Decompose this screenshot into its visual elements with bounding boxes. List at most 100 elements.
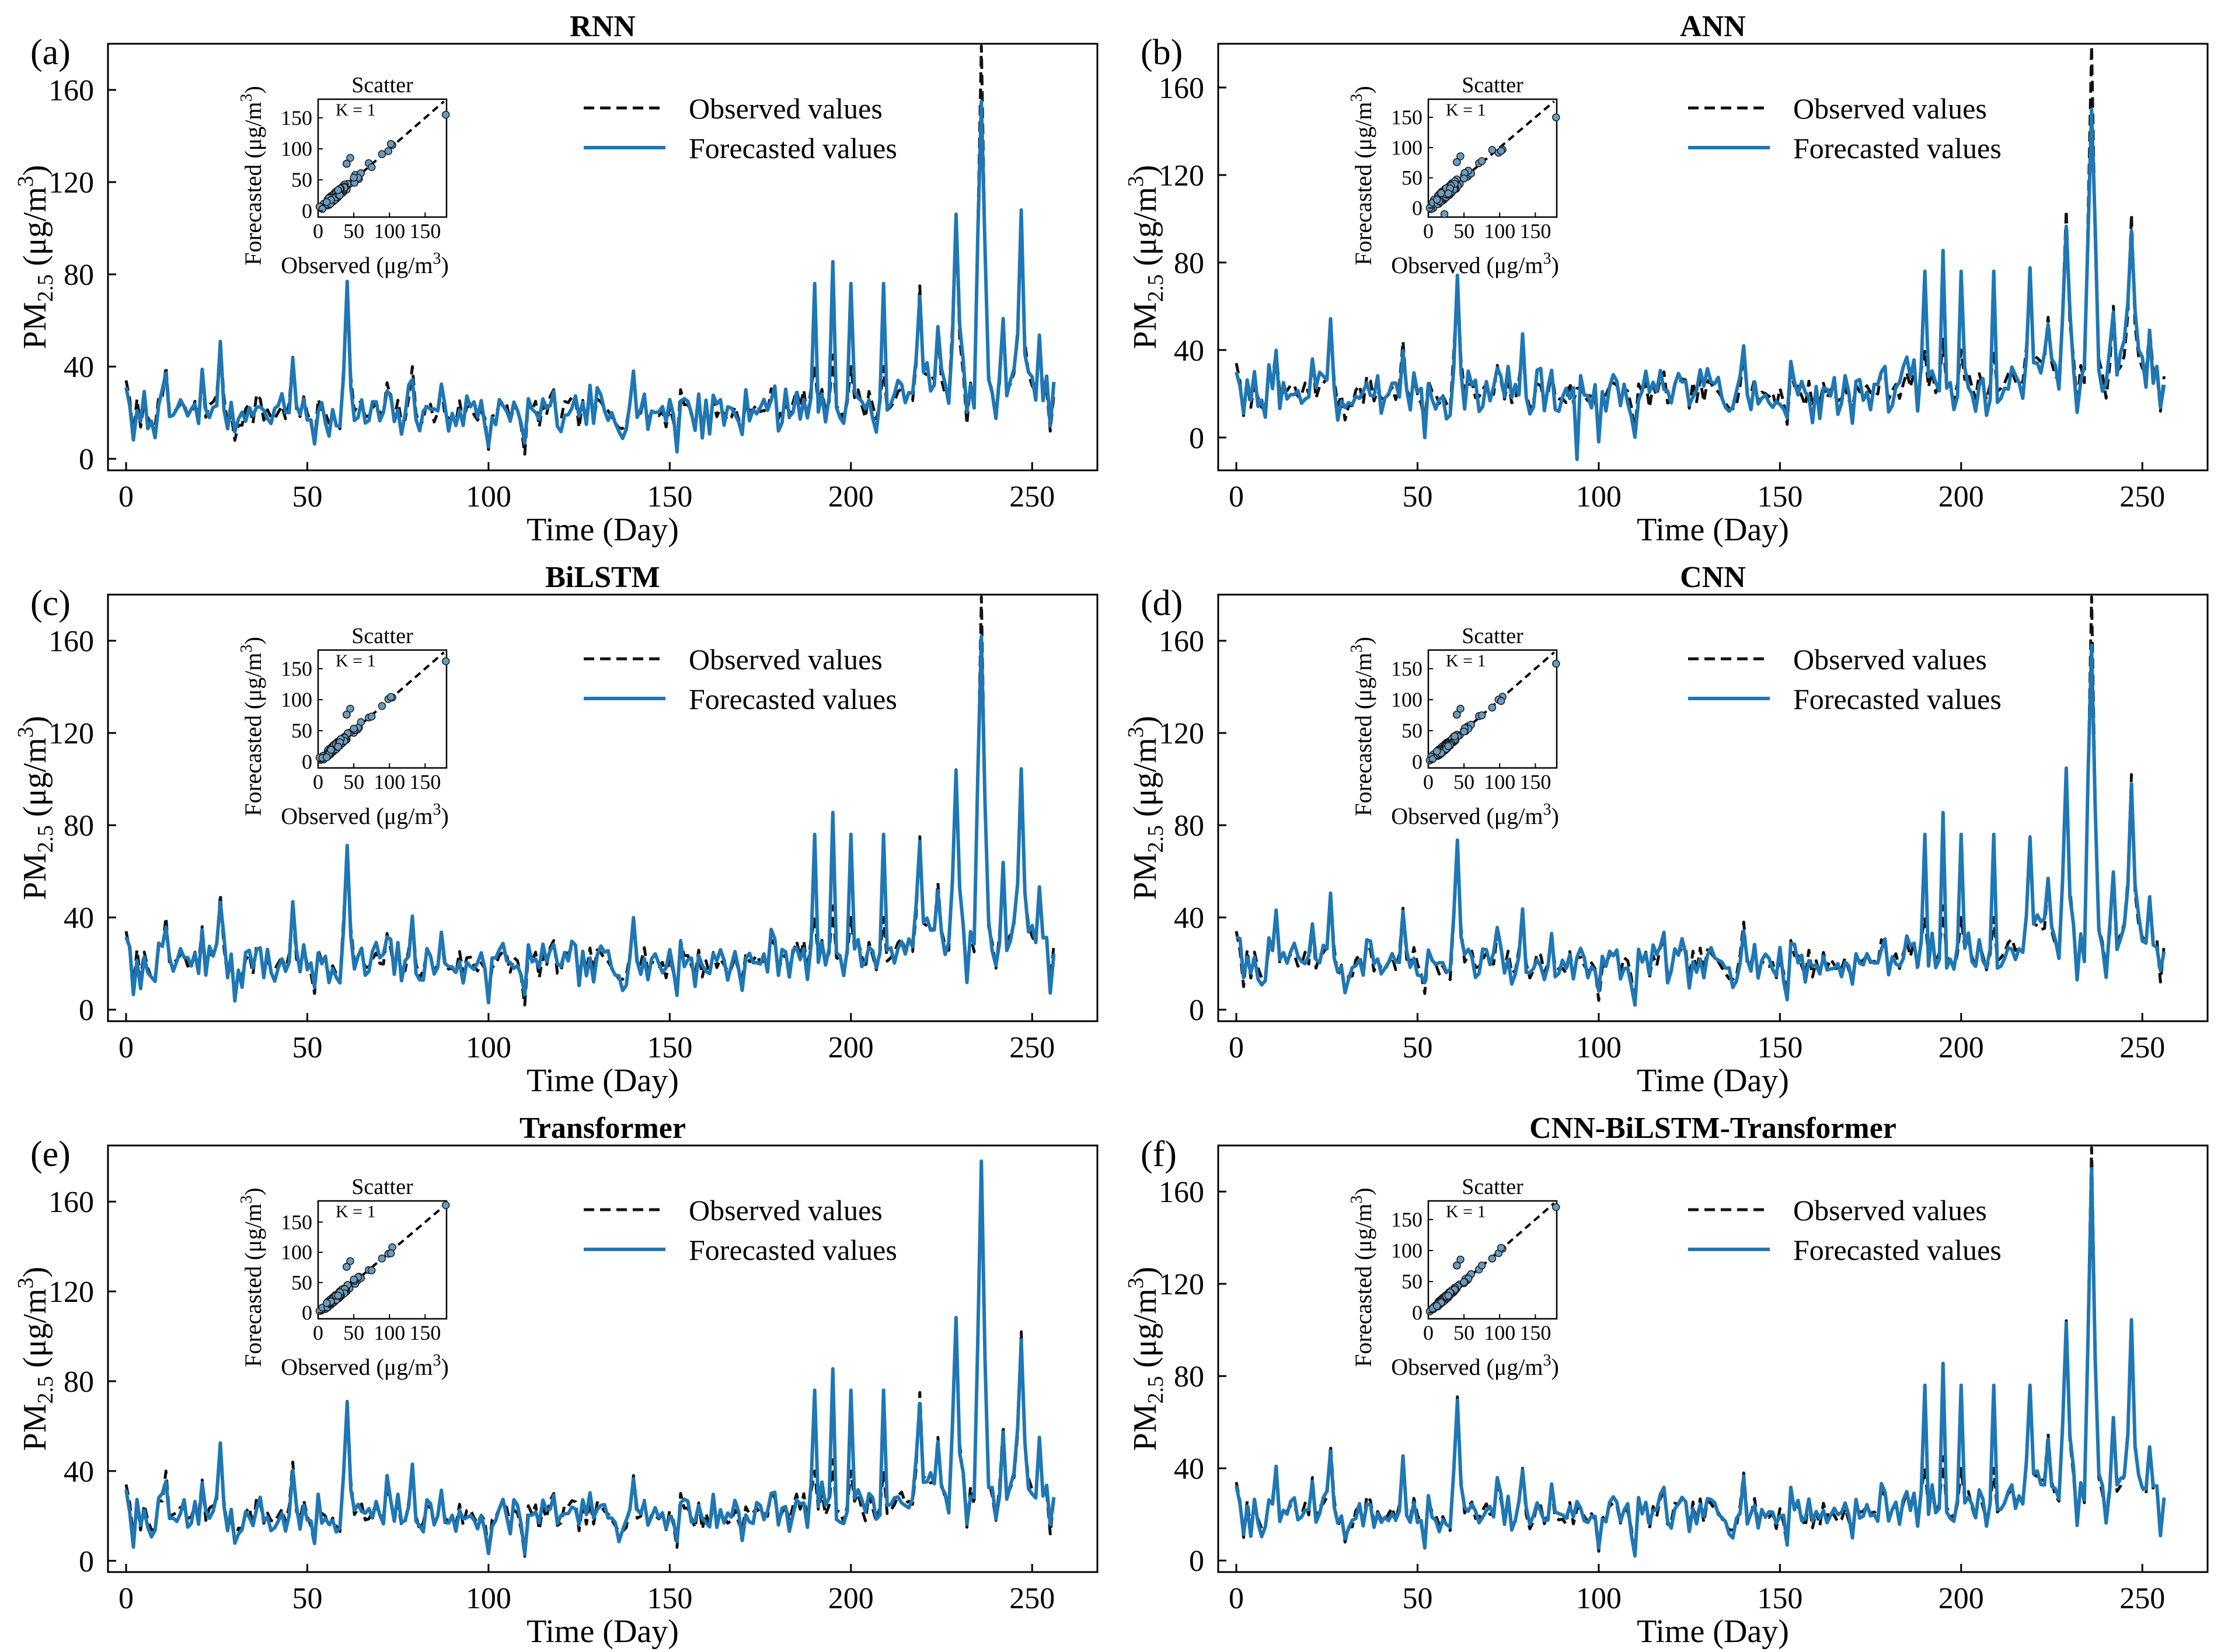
legend-observed-label: Observed values <box>1793 92 1987 125</box>
y-tick-label: 160 <box>1159 1176 1204 1209</box>
inset-y-label: Forecasted (μg/m3) <box>1348 637 1376 816</box>
legend-observed-label: Observed values <box>1793 1194 1987 1227</box>
inset-y-tick-label: 50 <box>291 719 312 742</box>
x-tick-label: 150 <box>647 480 692 514</box>
inset-y-tick-label: 100 <box>281 688 312 711</box>
y-tick-label: 120 <box>1159 159 1204 193</box>
inset-point <box>322 198 331 206</box>
inset-point <box>1552 113 1560 121</box>
chart-title: CNN-BiLSTM-Transformer <box>1529 1112 1896 1145</box>
inset-x-tick-label: 150 <box>409 1321 441 1344</box>
chart-title: Transformer <box>519 1112 686 1145</box>
inset-y-tick-label: 150 <box>1391 657 1422 680</box>
inset-point <box>1432 747 1441 756</box>
inset-point <box>1444 1291 1452 1300</box>
y-tick-label: 120 <box>1159 1268 1204 1301</box>
inset-title: Scatter <box>1462 73 1523 97</box>
plot-frame <box>107 43 1099 471</box>
inset-point <box>1477 711 1486 720</box>
y-tick-label: 40 <box>1174 334 1204 368</box>
inset-y-label: Forecasted (μg/m3) <box>238 1188 266 1367</box>
inset-point <box>350 173 358 182</box>
x-tick-label: 0 <box>1229 1582 1244 1615</box>
y-tick-label: 80 <box>1174 1360 1204 1393</box>
inset-y-tick-label: 100 <box>1391 136 1422 159</box>
y-tick-label: 160 <box>1159 72 1204 105</box>
y-tick-label: 120 <box>1159 717 1204 750</box>
y-tick-label: 0 <box>79 443 94 476</box>
legend-forecast-label: Forecasted values <box>689 683 897 715</box>
inset-point <box>386 139 395 148</box>
y-tick-label: 160 <box>48 1186 94 1219</box>
inset-annotation: K = 1 <box>336 1202 376 1221</box>
inset-x-tick-label: 150 <box>1519 1321 1551 1344</box>
x-tick-label: 200 <box>1938 1582 1984 1615</box>
x-tick-label: 50 <box>1402 1031 1432 1064</box>
inset-point <box>1437 189 1445 197</box>
panel-label: (b) <box>1141 33 1183 72</box>
x-tick-label: 150 <box>1757 1031 1802 1064</box>
forecast-series-line <box>1235 107 2166 462</box>
y-tick-label: 160 <box>1159 625 1204 658</box>
legend-forecast-label: Forecasted values <box>689 132 897 165</box>
inset-point <box>343 710 351 719</box>
inset-point <box>346 704 354 713</box>
inset-x-tick-label: 100 <box>374 770 405 794</box>
inset-annotation: K = 1 <box>1446 100 1486 120</box>
y-axis-label: PM2.5 (μg/m3) <box>1124 1267 1168 1451</box>
inset-y-tick-label: 0 <box>1412 1301 1422 1324</box>
inset-point <box>343 1263 351 1271</box>
y-tick-label: 40 <box>1174 902 1204 935</box>
inset-x-tick-label: 50 <box>1453 770 1474 794</box>
observed-series-line <box>1235 595 2166 1007</box>
inset-y-tick-label: 50 <box>1401 166 1422 190</box>
inset-point <box>1488 146 1497 154</box>
inset-y-label: Forecasted (μg/m3) <box>1348 86 1376 266</box>
inset-point <box>442 110 450 119</box>
inset-point <box>1456 152 1465 160</box>
x-tick-label: 200 <box>1938 1031 1984 1064</box>
plot-frame <box>1217 593 2209 1022</box>
y-tick-label: 120 <box>48 1276 94 1309</box>
inset-y-tick-label: 0 <box>1412 750 1422 773</box>
x-tick-label: 250 <box>2119 480 2165 514</box>
y-axis-label: PM2.5 (μg/m3) <box>1124 716 1168 900</box>
x-tick-label: 100 <box>1576 480 1622 514</box>
x-tick-label: 200 <box>828 480 874 514</box>
inset-y-tick-label: 150 <box>281 106 312 130</box>
chart-title: ANN <box>1680 10 1746 43</box>
forecast-series-line <box>124 1159 1056 1556</box>
x-axis-label: Time (Day) <box>1637 512 1789 548</box>
inset-y-tick-label: 150 <box>281 1210 312 1234</box>
x-tick-label: 250 <box>1009 1031 1055 1064</box>
inset-y-tick-label: 50 <box>291 168 312 191</box>
inset-y-tick-label: 100 <box>281 137 312 160</box>
forecast-series-line <box>124 99 1056 454</box>
inset-point <box>1488 703 1497 712</box>
inset-title: Scatter <box>351 1175 413 1199</box>
inset-y-tick-label: 100 <box>1391 688 1422 711</box>
inset-point <box>1451 732 1459 741</box>
x-tick-label: 200 <box>828 1582 874 1615</box>
chart-title: BiLSTM <box>545 561 660 594</box>
inset-point <box>378 1254 386 1263</box>
inset-annotation: K = 1 <box>1446 651 1486 670</box>
inset-title: Scatter <box>1462 1175 1523 1199</box>
inset-point <box>1453 158 1461 166</box>
inset-x-tick-label: 150 <box>409 770 441 794</box>
x-tick-label: 50 <box>1402 1582 1432 1615</box>
inset-x-tick-label: 0 <box>313 219 323 243</box>
inset-y-tick-label: 150 <box>1391 106 1422 129</box>
inset-point <box>1488 1255 1497 1263</box>
inset-point <box>322 753 331 762</box>
inset-point <box>343 159 351 168</box>
y-tick-label: 80 <box>1174 247 1204 280</box>
inset-point <box>1477 1261 1486 1270</box>
plot-frame <box>1217 1144 2209 1573</box>
